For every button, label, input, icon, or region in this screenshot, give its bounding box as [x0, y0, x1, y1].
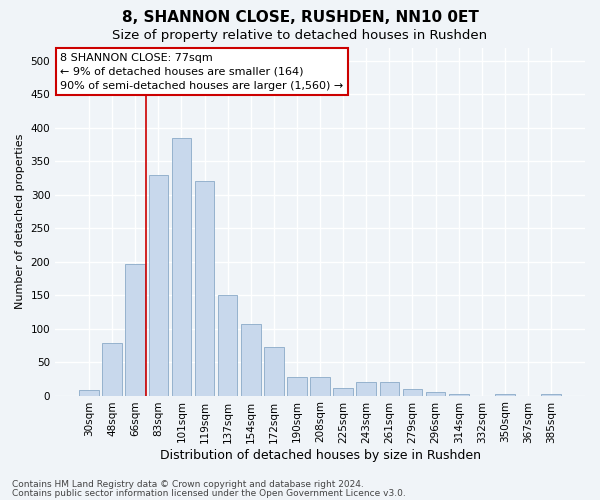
Bar: [449, 394, 469, 396]
Text: 8, SHANNON CLOSE, RUSHDEN, NN10 0ET: 8, SHANNON CLOSE, RUSHDEN, NN10 0ET: [122, 10, 478, 25]
Bar: [426, 392, 445, 396]
Bar: [403, 389, 422, 396]
Bar: [356, 382, 376, 396]
Text: Size of property relative to detached houses in Rushden: Size of property relative to detached ho…: [112, 29, 488, 42]
Bar: [380, 382, 399, 396]
Text: 8 SHANNON CLOSE: 77sqm
← 9% of detached houses are smaller (164)
90% of semi-det: 8 SHANNON CLOSE: 77sqm ← 9% of detached …: [61, 52, 344, 90]
Bar: [495, 394, 515, 396]
Bar: [103, 344, 122, 396]
Bar: [172, 138, 191, 396]
Bar: [287, 377, 307, 396]
Text: Contains public sector information licensed under the Open Government Licence v3: Contains public sector information licen…: [12, 488, 406, 498]
Bar: [264, 348, 284, 396]
Text: Contains HM Land Registry data © Crown copyright and database right 2024.: Contains HM Land Registry data © Crown c…: [12, 480, 364, 489]
Bar: [241, 324, 260, 396]
Bar: [541, 394, 561, 396]
Bar: [79, 390, 99, 396]
Bar: [149, 174, 168, 396]
Y-axis label: Number of detached properties: Number of detached properties: [15, 134, 25, 309]
Bar: [125, 264, 145, 396]
Bar: [195, 182, 214, 396]
Bar: [218, 295, 238, 396]
Bar: [310, 377, 330, 396]
Bar: [334, 388, 353, 396]
X-axis label: Distribution of detached houses by size in Rushden: Distribution of detached houses by size …: [160, 450, 481, 462]
